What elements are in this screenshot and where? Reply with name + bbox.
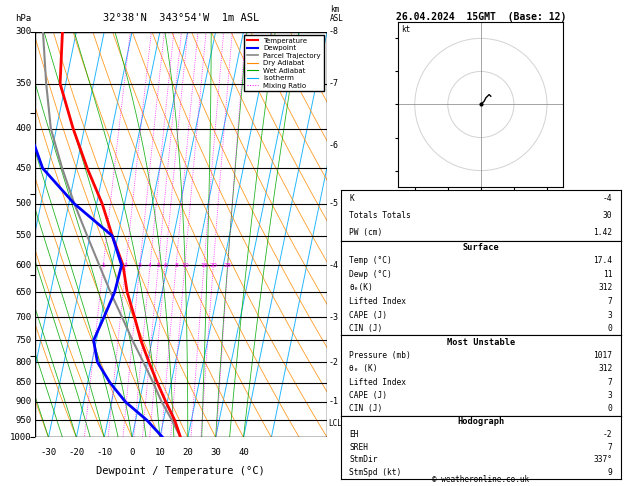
Text: 1: 1	[101, 263, 105, 268]
Text: -20: -20	[69, 448, 84, 456]
Text: CIN (J): CIN (J)	[349, 324, 382, 333]
Text: 312: 312	[598, 364, 613, 373]
Text: 400: 400	[16, 124, 31, 133]
Text: -2: -2	[328, 358, 338, 367]
Text: 20: 20	[182, 448, 193, 456]
Text: 11: 11	[603, 270, 613, 279]
Text: 3: 3	[608, 311, 613, 319]
Text: 7: 7	[608, 443, 613, 451]
Text: 550: 550	[16, 231, 31, 241]
Text: -3: -3	[328, 312, 338, 322]
Text: 9: 9	[608, 468, 613, 477]
Text: -30: -30	[40, 448, 57, 456]
Text: 950: 950	[16, 416, 31, 425]
Text: 8: 8	[174, 263, 178, 268]
Text: SREH: SREH	[349, 443, 369, 451]
Text: 32°38'N  343°54'W  1m ASL: 32°38'N 343°54'W 1m ASL	[103, 14, 259, 23]
Text: © weatheronline.co.uk: © weatheronline.co.uk	[432, 474, 530, 484]
Text: 3: 3	[138, 263, 142, 268]
Text: StmSpd (kt): StmSpd (kt)	[349, 468, 401, 477]
Text: -6: -6	[328, 140, 338, 150]
Text: -4: -4	[603, 193, 613, 203]
Text: 7: 7	[608, 297, 613, 306]
Text: 40: 40	[238, 448, 249, 456]
Text: 700: 700	[16, 312, 31, 322]
Text: 5: 5	[157, 263, 160, 268]
Text: 6: 6	[163, 263, 167, 268]
Text: Temp (°C): Temp (°C)	[349, 257, 392, 265]
Text: 10: 10	[155, 448, 165, 456]
Text: -4: -4	[328, 260, 338, 270]
Text: 350: 350	[16, 79, 31, 88]
Text: Dewpoint / Temperature (°C): Dewpoint / Temperature (°C)	[96, 466, 265, 476]
Text: 3: 3	[608, 391, 613, 400]
Text: -10: -10	[96, 448, 113, 456]
Text: 500: 500	[16, 199, 31, 208]
Text: 850: 850	[16, 378, 31, 387]
Text: 337°: 337°	[593, 455, 613, 464]
Legend: Temperature, Dewpoint, Parcel Trajectory, Dry Adiabat, Wet Adiabat, Isotherm, Mi: Temperature, Dewpoint, Parcel Trajectory…	[245, 35, 323, 91]
Text: Surface: Surface	[462, 243, 499, 252]
Text: StmDir: StmDir	[349, 455, 378, 464]
Text: 0: 0	[130, 448, 135, 456]
Text: K: K	[349, 193, 354, 203]
Text: 30: 30	[603, 210, 613, 220]
Text: -2: -2	[603, 430, 613, 439]
Text: 2: 2	[124, 263, 128, 268]
Text: Totals Totals: Totals Totals	[349, 210, 411, 220]
Text: CIN (J): CIN (J)	[349, 404, 382, 414]
Text: θₑ (K): θₑ (K)	[349, 364, 378, 373]
Text: km
ASL: km ASL	[330, 5, 344, 23]
Text: 800: 800	[16, 358, 31, 367]
Text: 28: 28	[224, 263, 231, 268]
Text: Pressure (mb): Pressure (mb)	[349, 351, 411, 360]
Text: 17.4: 17.4	[593, 257, 613, 265]
Text: kt: kt	[401, 25, 411, 34]
Text: -5: -5	[328, 199, 338, 208]
Text: Lifted Index: Lifted Index	[349, 378, 406, 387]
Text: 900: 900	[16, 398, 31, 406]
Text: CAPE (J): CAPE (J)	[349, 391, 387, 400]
Text: PW (cm): PW (cm)	[349, 227, 382, 237]
Text: 26.04.2024  15GMT  (Base: 12): 26.04.2024 15GMT (Base: 12)	[396, 12, 566, 22]
Text: 450: 450	[16, 164, 31, 173]
Text: Most Unstable: Most Unstable	[447, 337, 515, 347]
Text: 600: 600	[16, 260, 31, 270]
Text: LCL: LCL	[328, 419, 342, 428]
Text: CAPE (J): CAPE (J)	[349, 311, 387, 319]
Text: -7: -7	[328, 79, 338, 88]
Text: 312: 312	[598, 283, 613, 293]
Text: Hodograph: Hodograph	[457, 417, 504, 426]
Text: 20: 20	[209, 263, 217, 268]
Text: 4: 4	[148, 263, 152, 268]
Text: 650: 650	[16, 288, 31, 296]
Text: 750: 750	[16, 336, 31, 345]
Text: 30: 30	[210, 448, 221, 456]
Text: 1017: 1017	[593, 351, 613, 360]
Text: 7: 7	[608, 378, 613, 387]
Text: Dewp (°C): Dewp (°C)	[349, 270, 392, 279]
Text: 0: 0	[608, 404, 613, 414]
Text: EH: EH	[349, 430, 359, 439]
Text: -8: -8	[328, 27, 338, 36]
Text: 1000: 1000	[10, 433, 31, 442]
Text: 10: 10	[181, 263, 189, 268]
Text: -1: -1	[328, 398, 338, 406]
Text: 1.42: 1.42	[593, 227, 613, 237]
Text: hPa: hPa	[16, 15, 31, 23]
Text: 0: 0	[608, 324, 613, 333]
Text: 300: 300	[16, 27, 31, 36]
Text: Lifted Index: Lifted Index	[349, 297, 406, 306]
Text: 16: 16	[200, 263, 208, 268]
Text: θₑ(K): θₑ(K)	[349, 283, 373, 293]
